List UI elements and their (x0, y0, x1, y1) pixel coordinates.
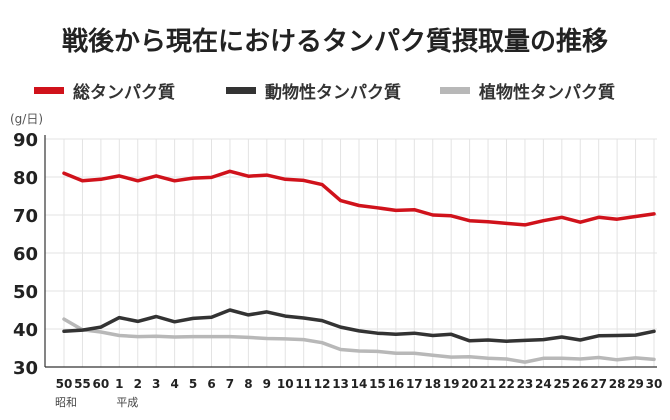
y-tick-label-80: 80 (13, 168, 38, 189)
x-tick-label-24: 22 (498, 377, 515, 391)
x-tick-label-13: 11 (295, 377, 312, 391)
x-tick-label-18: 16 (388, 377, 405, 391)
x-tick-label-1: 55 (74, 377, 91, 391)
era-label-1: 平成 (116, 396, 138, 409)
x-tick-label-6: 4 (170, 377, 178, 391)
legend-swatch-plant (440, 86, 470, 94)
x-tick-label-25: 23 (517, 377, 534, 391)
legend-item-plant: 植物性タンパク質 (440, 78, 615, 103)
chart-title: 戦後から現在におけるタンパク質摂取量の推移 (0, 21, 670, 58)
x-tick-label-16: 14 (351, 377, 368, 391)
x-tick-label-21: 19 (443, 377, 460, 391)
x-tick-label-14: 12 (314, 377, 331, 391)
chart-title-sub: タンパク質摂取量の推移 (322, 27, 609, 57)
x-tick-label-0: 50 (56, 377, 73, 391)
x-tick-label-9: 7 (226, 377, 234, 391)
legend-swatch-total (34, 86, 64, 94)
y-tick-label-30: 30 (13, 358, 38, 379)
x-tick-label-3: 1 (115, 377, 123, 391)
x-tick-label-8: 6 (207, 377, 215, 391)
series-line-1 (62, 308, 656, 343)
legend-item-animal: 動物性タンパク質 (226, 78, 401, 103)
x-tick-label-20: 18 (424, 377, 441, 391)
x-tick-label-32: 30 (646, 377, 663, 391)
x-tick-label-27: 25 (553, 377, 570, 391)
y-tick-label-50: 50 (13, 282, 38, 303)
x-tick-label-4: 2 (134, 377, 142, 391)
y-tick-label-70: 70 (13, 206, 38, 227)
y-tick-label-60: 60 (13, 244, 38, 265)
series-line-2 (62, 317, 656, 364)
series-line-0 (62, 169, 656, 227)
x-tick-label-22: 20 (461, 377, 478, 391)
x-tick-label-5: 3 (152, 377, 160, 391)
x-tick-label-26: 24 (535, 377, 552, 391)
x-tick-label-30: 28 (609, 377, 626, 391)
x-tick-label-23: 21 (480, 377, 497, 391)
y-axis-unit: (g/日) (10, 112, 44, 126)
x-tick-label-7: 5 (189, 377, 197, 391)
x-tick-label-12: 10 (277, 377, 294, 391)
x-tick-label-28: 26 (572, 377, 589, 391)
legend-label-total: 総タンパク質 (73, 82, 175, 103)
legend-label-animal: 動物性タンパク質 (265, 82, 401, 103)
y-tick-label-90: 90 (13, 130, 38, 151)
y-tick-label-40: 40 (13, 320, 38, 341)
x-tick-label-15: 13 (332, 377, 349, 391)
x-tick-label-10: 8 (244, 377, 252, 391)
x-tick-label-29: 27 (590, 377, 607, 391)
x-tick-label-19: 17 (406, 377, 423, 391)
x-tick-label-31: 29 (627, 377, 644, 391)
x-tick-label-11: 9 (263, 377, 271, 391)
chart-title-main: 戦後から現在における (61, 27, 322, 57)
chart-legend: 総タンパク質 動物性タンパク質 植物性タンパク質 (0, 78, 670, 103)
legend-label-plant: 植物性タンパク質 (479, 82, 615, 103)
x-tick-label-17: 15 (369, 377, 386, 391)
legend-item-total: 総タンパク質 (34, 78, 175, 103)
legend-swatch-animal (226, 86, 256, 94)
era-label-0: 昭和 (55, 396, 77, 409)
x-tick-label-2: 60 (93, 377, 110, 391)
